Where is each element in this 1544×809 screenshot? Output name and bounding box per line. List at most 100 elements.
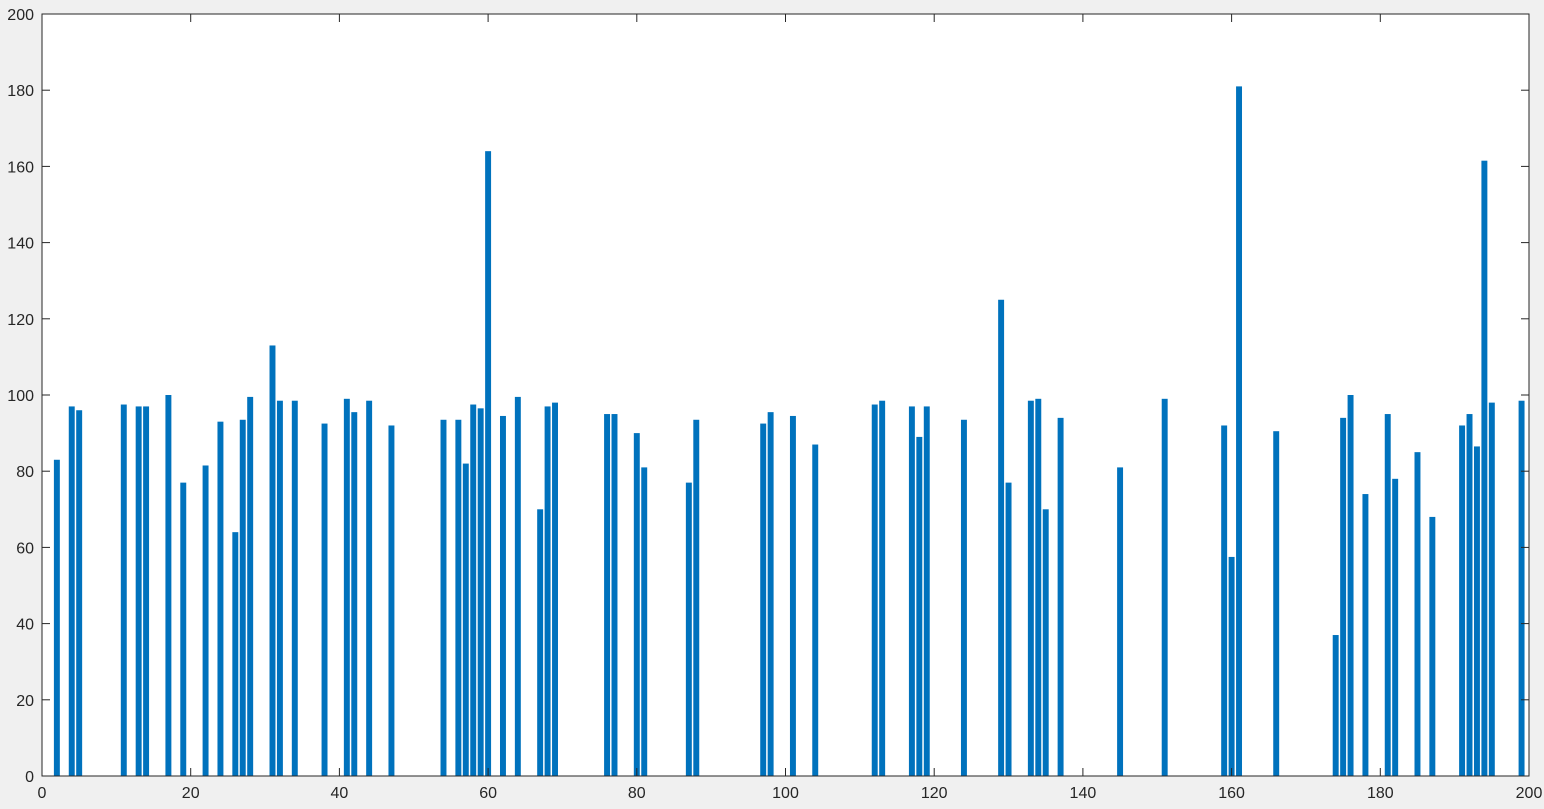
bar <box>685 482 692 776</box>
bar <box>53 459 60 776</box>
bar <box>232 532 239 776</box>
bar <box>1481 160 1488 776</box>
bar <box>291 400 298 776</box>
bar <box>351 412 358 776</box>
bar <box>165 395 172 776</box>
bar <box>1273 431 1280 776</box>
x-tick-label: 0 <box>38 785 47 802</box>
bar <box>604 414 611 776</box>
bar <box>879 400 886 776</box>
bar <box>789 415 796 776</box>
bar <box>552 402 558 776</box>
x-tick-label: 160 <box>1218 785 1245 802</box>
x-tick-labels: 0 20 40 60 80 100 120 140 160 180 200 <box>38 785 1543 802</box>
axes-box <box>41 13 1530 777</box>
bar <box>1042 509 1049 776</box>
bar <box>120 404 127 776</box>
y-tick-label: 80 <box>16 464 34 481</box>
bar <box>812 444 819 776</box>
bar <box>923 406 930 776</box>
y-tick-label: 40 <box>16 617 34 634</box>
bar <box>1228 556 1235 776</box>
x-tick-label: 60 <box>479 785 497 802</box>
bar <box>76 410 83 776</box>
y-tick-label: 100 <box>7 388 34 405</box>
bar <box>1362 494 1369 776</box>
y-tick-label: 0 <box>25 769 34 786</box>
bar <box>908 406 915 776</box>
bar <box>1347 395 1354 776</box>
bar <box>202 465 209 776</box>
bar <box>1340 417 1347 776</box>
bar <box>217 421 224 776</box>
bar <box>1161 398 1168 776</box>
bar <box>1005 482 1012 776</box>
bar <box>68 406 75 776</box>
y-tick-label: 160 <box>7 159 34 176</box>
x-tick-label: 120 <box>921 785 948 802</box>
y-tick-label: 20 <box>16 693 34 710</box>
bar <box>239 419 246 776</box>
x-tick-label: 80 <box>628 785 646 802</box>
y-tick-label: 60 <box>16 540 34 557</box>
bar <box>1027 400 1034 776</box>
bar <box>760 423 767 776</box>
x-tick-label: 40 <box>331 785 349 802</box>
y-tick-label: 120 <box>7 312 34 329</box>
bar <box>135 406 142 776</box>
bar <box>1035 398 1042 776</box>
bar-series <box>53 86 1525 776</box>
bar <box>1473 446 1480 776</box>
y-tick-label: 140 <box>7 236 34 253</box>
bar <box>180 482 187 776</box>
bar <box>641 467 648 776</box>
bar <box>1429 516 1436 776</box>
bar <box>343 398 350 776</box>
plot-area <box>42 14 1529 776</box>
bar <box>1488 402 1495 776</box>
bar <box>1459 425 1466 776</box>
bar <box>611 414 618 776</box>
bar <box>544 406 551 776</box>
y-tick-label: 200 <box>7 7 34 24</box>
bar <box>1057 417 1064 776</box>
bar <box>1466 414 1473 776</box>
bar <box>916 436 923 776</box>
bar <box>143 406 150 776</box>
bar <box>269 345 276 776</box>
bar <box>960 419 967 776</box>
bar <box>537 509 544 776</box>
bar <box>485 151 492 776</box>
bar <box>388 425 395 776</box>
x-tick-label: 100 <box>772 785 799 802</box>
bar <box>499 415 506 776</box>
bar <box>462 463 469 776</box>
bar <box>247 396 254 776</box>
bar <box>1221 425 1228 776</box>
bar <box>1392 478 1399 776</box>
bar <box>1236 86 1243 776</box>
x-tick-label: 180 <box>1367 785 1394 802</box>
x-tick-label: 140 <box>1070 785 1097 802</box>
bar <box>455 419 462 776</box>
x-tick-label: 200 <box>1516 785 1543 802</box>
bar <box>276 400 283 776</box>
bar <box>1384 414 1391 776</box>
bar <box>1332 635 1339 776</box>
bar <box>633 433 640 776</box>
y-tick-labels: 0 20 40 60 80 100 120 140 160 180 200 <box>7 7 34 786</box>
bar <box>366 400 373 776</box>
bar <box>1117 467 1124 776</box>
bar <box>514 396 521 776</box>
bar <box>470 404 477 776</box>
bar <box>998 299 1005 776</box>
bar <box>693 419 700 776</box>
bar <box>871 404 878 776</box>
bar <box>321 423 328 776</box>
bar <box>477 408 484 776</box>
bar <box>440 419 447 776</box>
bar <box>767 412 774 776</box>
bar <box>1414 452 1421 776</box>
bar <box>1518 400 1525 776</box>
